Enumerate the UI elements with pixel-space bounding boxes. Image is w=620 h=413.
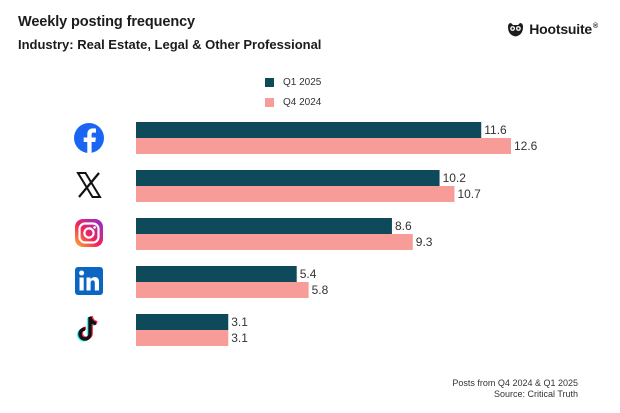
chart-subtitle: Industry: Real Estate, Legal & Other Pro… — [18, 37, 322, 52]
bar-x-q1-2025 — [136, 170, 440, 186]
value-label-tiktok-q1-2025: 3.1 — [231, 315, 248, 329]
footer-period: Posts from Q4 2024 & Q1 2025 — [452, 378, 578, 388]
bar-facebook-q1-2025 — [136, 122, 482, 138]
owl-icon — [508, 22, 524, 36]
value-label-x-q1-2025: 10.2 — [443, 171, 467, 185]
bar-facebook-q4-2024 — [136, 138, 511, 154]
value-label-x-q4-2024: 10.7 — [457, 187, 481, 201]
bar-tiktok-q4-2024 — [136, 330, 229, 346]
bar-linkedin-q4-2024 — [136, 282, 309, 298]
x-icon — [76, 172, 102, 198]
hootsuite-logo: Hootsuite® — [507, 21, 598, 37]
bar-linkedin-q1-2025 — [136, 266, 297, 282]
brand-name: Hootsuite® — [529, 21, 598, 37]
bar-x-q4-2024 — [136, 186, 455, 202]
bars-group: 11.6 12.6 10.2 10.7 8.6 9.3 5.4 5.8 3.1 3.1 — [136, 122, 538, 346]
bar-instagram-q4-2024 — [136, 234, 413, 250]
linkedin-icon — [75, 267, 103, 295]
legend-swatch-q1-2025 — [265, 78, 274, 87]
instagram-icon — [75, 219, 103, 247]
value-label-linkedin-q1-2025: 5.4 — [300, 267, 317, 281]
value-label-linkedin-q4-2024: 5.8 — [312, 283, 329, 297]
bar-tiktok-q1-2025 — [136, 314, 229, 330]
value-label-tiktok-q4-2024: 3.1 — [231, 331, 248, 345]
value-label-facebook-q1-2025: 11.6 — [484, 123, 507, 137]
legend-label-q4-2024: Q4 2024 — [283, 97, 322, 108]
facebook-icon — [74, 123, 104, 153]
bar-instagram-q1-2025 — [136, 218, 392, 234]
legend-item-q4-2024: Q4 2024 — [265, 94, 321, 111]
legend-label-q1-2025: Q1 2025 — [283, 77, 322, 88]
chart-title: Weekly posting frequency — [18, 14, 196, 30]
tiktok-icon — [77, 315, 98, 342]
footer-source: Source: Critical Truth — [493, 389, 578, 399]
legend-item-q1-2025: Q1 2025 — [265, 74, 321, 91]
chart-footer: Posts from Q4 2024 & Q1 2025 Source: Cri… — [452, 378, 578, 400]
chart-legend: Q1 2025 Q4 2024 — [265, 74, 321, 114]
value-label-instagram-q1-2025: 8.6 — [395, 219, 412, 233]
value-label-instagram-q4-2024: 9.3 — [416, 235, 433, 249]
legend-swatch-q4-2024 — [265, 98, 274, 107]
value-label-facebook-q4-2024: 12.6 — [514, 139, 538, 153]
